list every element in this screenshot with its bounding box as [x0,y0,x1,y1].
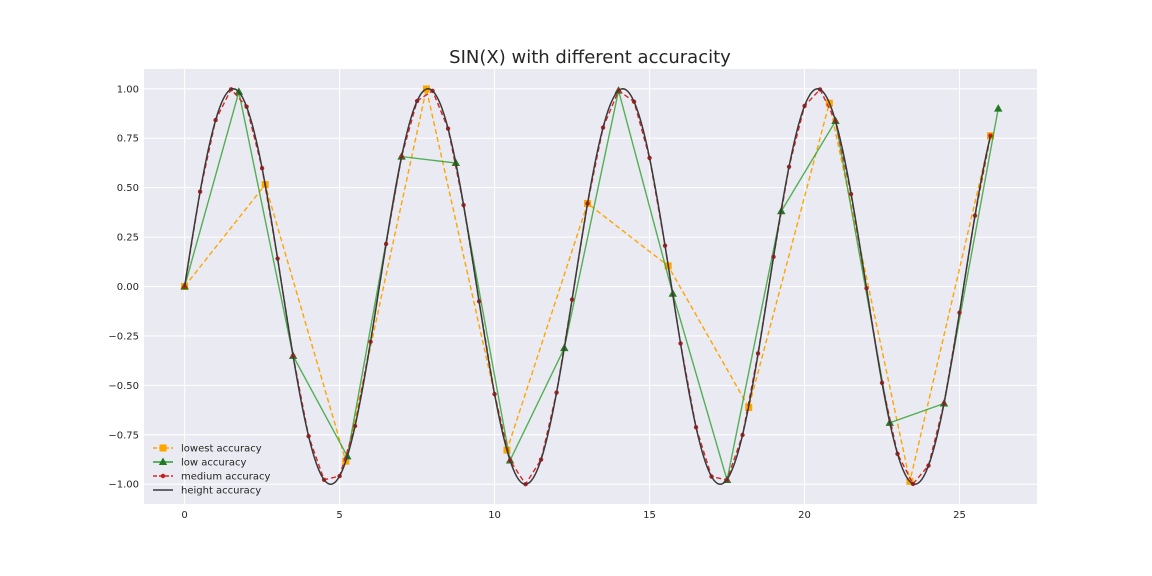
data-point [994,104,1003,112]
y-tick-label: −0.75 [108,430,139,441]
y-tick-label: −1.00 [108,480,139,491]
y-tick-label: −0.50 [108,381,139,392]
series-line [183,90,999,481]
x-axis: 0 5 10 15 20 25 [181,510,965,521]
legend-label: medium accuracy [181,472,270,483]
series-height-accuracy [183,88,992,485]
y-tick-label: 0.50 [117,183,139,194]
x-tick-label: 10 [488,510,501,521]
y-tick-label: 1.00 [117,84,139,95]
y-tick-label: 0.00 [117,282,139,293]
y-tick-label: −0.25 [108,331,139,342]
x-tick-label: 20 [798,510,811,521]
legend-marker [159,444,167,452]
legend-label: low accuracy [181,458,246,469]
legend-marker [160,473,166,479]
legend-label: lowest accuracy [181,444,262,455]
x-tick-label: 15 [643,510,656,521]
x-tick-label: 25 [953,510,966,521]
legend-marker [158,457,168,465]
x-tick-label: 5 [336,510,342,521]
x-tick-label: 0 [181,510,187,521]
grid [144,69,1037,504]
chart-title: SIN(X) with different accuracity [449,47,731,68]
y-tick-label: 0.75 [117,134,139,145]
y-tick-label: 0.25 [117,233,139,244]
legend-label: height accuracy [181,486,261,497]
series-layer [180,85,1003,487]
y-axis: −1.00 −0.75 −0.50 −0.25 0.00 0.25 0.50 0.75 1.00 [108,84,139,490]
series-line [183,88,992,485]
legend: lowest accuracy low accuracy medium accura… [153,444,270,497]
